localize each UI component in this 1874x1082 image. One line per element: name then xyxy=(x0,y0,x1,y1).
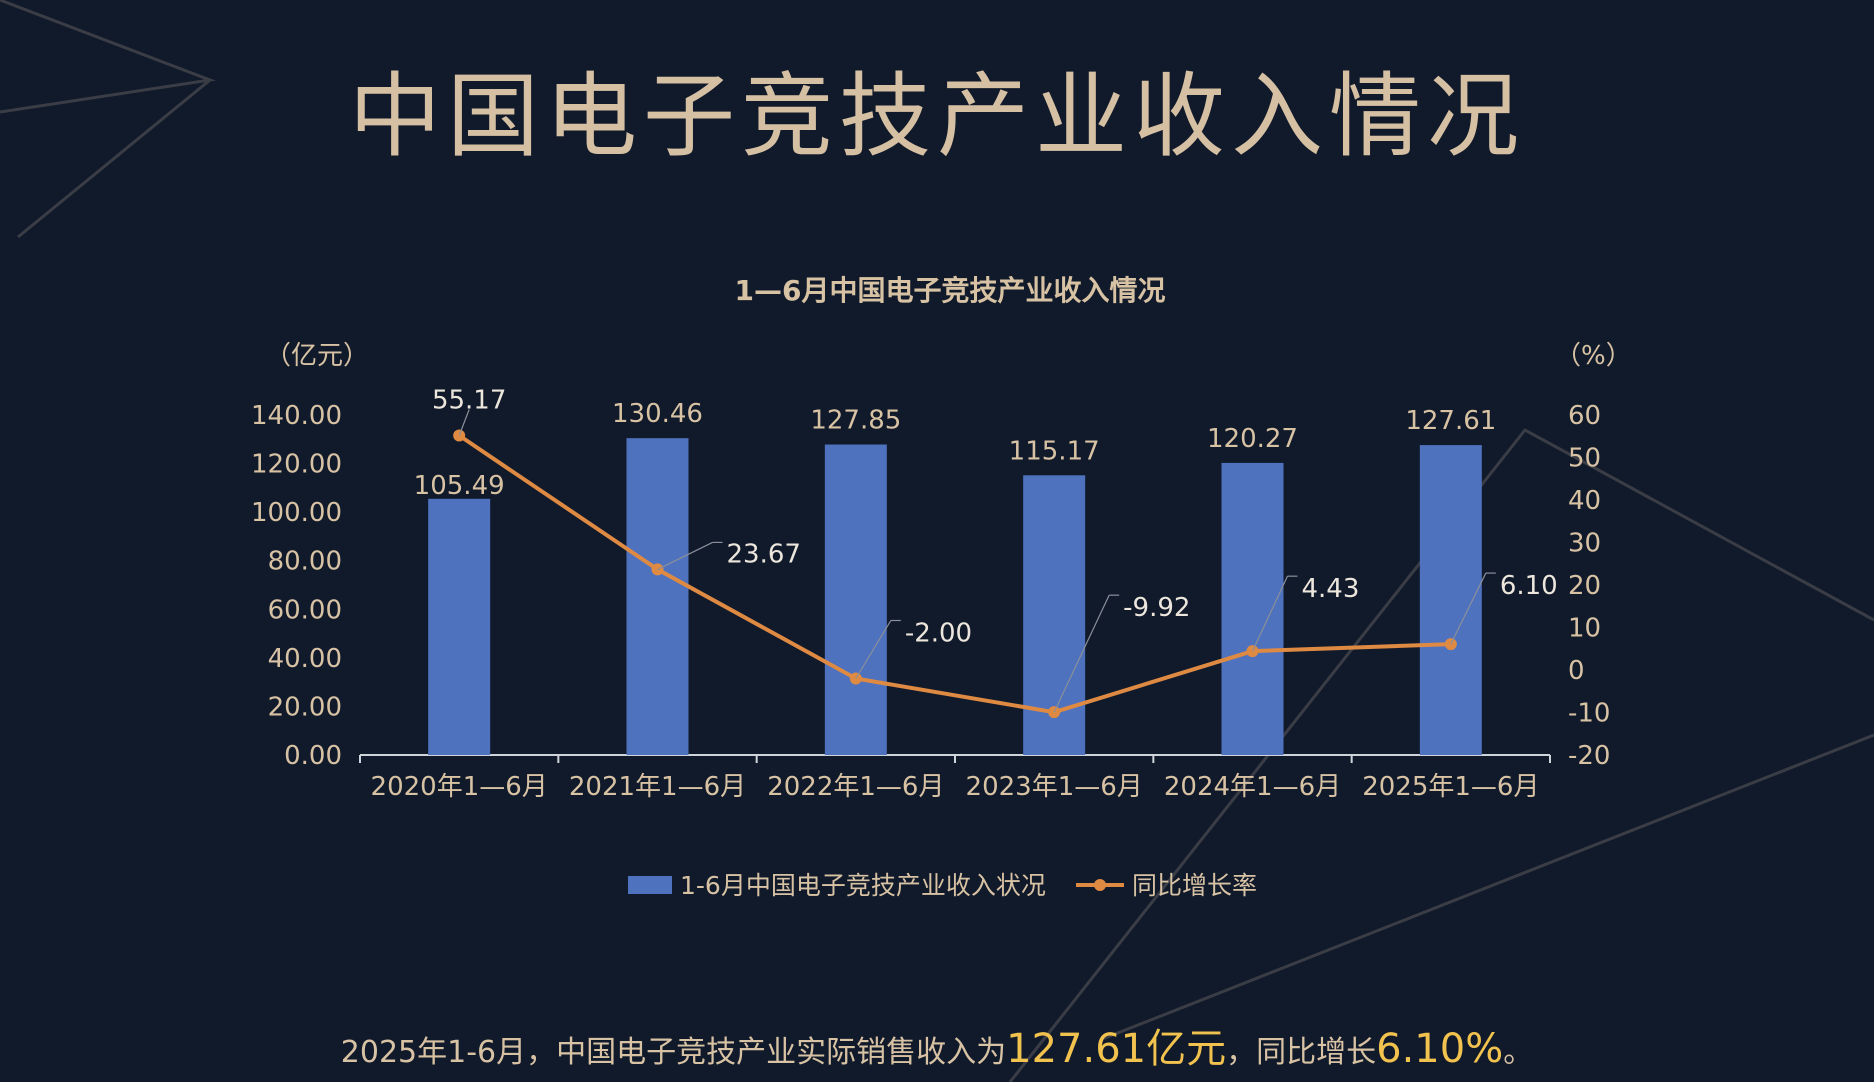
leader-line xyxy=(657,541,713,570)
y-right-tick-label: -10 xyxy=(1568,699,1610,729)
leader-line xyxy=(855,620,892,679)
x-tick-label: 2020年1—6月 xyxy=(371,772,548,802)
bar xyxy=(626,438,689,755)
bar-value-label: 105.49 xyxy=(414,471,505,501)
bar xyxy=(428,498,491,755)
y-right-tick-label: 20 xyxy=(1568,571,1601,601)
chart-title: 1—6月中国电子竞技产业收入情况 xyxy=(735,274,1166,307)
summary-prefix: 2025年1-6月，中国电子竞技产业实际销售收入为 xyxy=(340,1035,1007,1070)
legend: 1-6月中国电子竞技产业收入状况 同比增长率 xyxy=(628,871,1257,900)
summary-revenue-value: 127.61亿元 xyxy=(1006,1026,1227,1072)
y-left-tick-label: 100.00 xyxy=(251,498,342,528)
bar-value-label: 130.46 xyxy=(612,399,703,429)
bar xyxy=(1419,445,1482,755)
bar-value-label: 127.61 xyxy=(1405,406,1496,436)
y-right-tick-label: 60 xyxy=(1568,401,1601,431)
x-tick-label: 2022年1—6月 xyxy=(767,772,944,802)
summary-suffix: 。 xyxy=(1503,1035,1534,1070)
left-axis-unit: （亿元） xyxy=(265,341,369,371)
y-left-tick-label: 20.00 xyxy=(268,692,342,722)
y-left-tick-label: 0.00 xyxy=(284,741,342,771)
legend-line-label: 同比增长率 xyxy=(1132,871,1257,900)
leader-line xyxy=(458,409,470,436)
x-tick-label: 2021年1—6月 xyxy=(569,772,746,802)
line-value-label: -9.92 xyxy=(1123,593,1190,623)
x-tick-label: 2023年1—6月 xyxy=(966,772,1143,802)
legend-bar-label: 1-6月中国电子竞技产业收入状况 xyxy=(680,871,1046,900)
line-value-label: 23.67 xyxy=(727,539,801,569)
leader-line xyxy=(1251,575,1289,652)
line-value-label: 4.43 xyxy=(1302,574,1360,604)
y-right-tick-label: 50 xyxy=(1568,444,1601,474)
y-right-tick-label: 10 xyxy=(1568,614,1601,644)
line-value-label: -2.00 xyxy=(905,619,972,649)
bar-value-label: 127.85 xyxy=(810,406,901,436)
legend-bar-swatch xyxy=(628,876,672,894)
bar-value-label: 120.27 xyxy=(1207,424,1298,454)
line-value-label: 55.17 xyxy=(432,386,506,416)
y-left-tick-label: 80.00 xyxy=(268,547,342,577)
summary-middle: ，同比增长 xyxy=(1226,1035,1377,1070)
y-right-tick-label: 0 xyxy=(1568,656,1585,686)
y-right-tick-label: 40 xyxy=(1568,486,1601,516)
bar xyxy=(824,444,887,755)
y-right-tick-label: -20 xyxy=(1568,741,1610,771)
bar-value-label: 115.17 xyxy=(1009,436,1100,466)
y-left-tick-label: 60.00 xyxy=(268,595,342,625)
bar xyxy=(1221,462,1284,755)
right-axis-unit: （%） xyxy=(1555,341,1632,371)
x-tick-label: 2025年1—6月 xyxy=(1362,772,1539,802)
leader-line xyxy=(1450,572,1487,645)
leader-line xyxy=(1053,594,1110,713)
legend-line-marker xyxy=(1094,879,1106,891)
y-left-tick-label: 140.00 xyxy=(251,401,342,431)
page-title: 中国电子竞技产业收入情况 xyxy=(348,63,1525,170)
growth-rate-line xyxy=(458,433,1451,715)
summary-text: 2025年1-6月，中国电子竞技产业实际销售收入为127.61亿元，同比增长6.… xyxy=(0,1016,1874,1074)
x-tick-label: 2024年1—6月 xyxy=(1164,772,1341,802)
y-left-tick-label: 40.00 xyxy=(268,644,342,674)
summary-growth-rate: 6.10% xyxy=(1376,1026,1504,1072)
y-left-tick-label: 120.00 xyxy=(251,450,342,480)
line-value-label: 6.10 xyxy=(1500,571,1558,601)
y-right-tick-label: 30 xyxy=(1568,529,1601,559)
